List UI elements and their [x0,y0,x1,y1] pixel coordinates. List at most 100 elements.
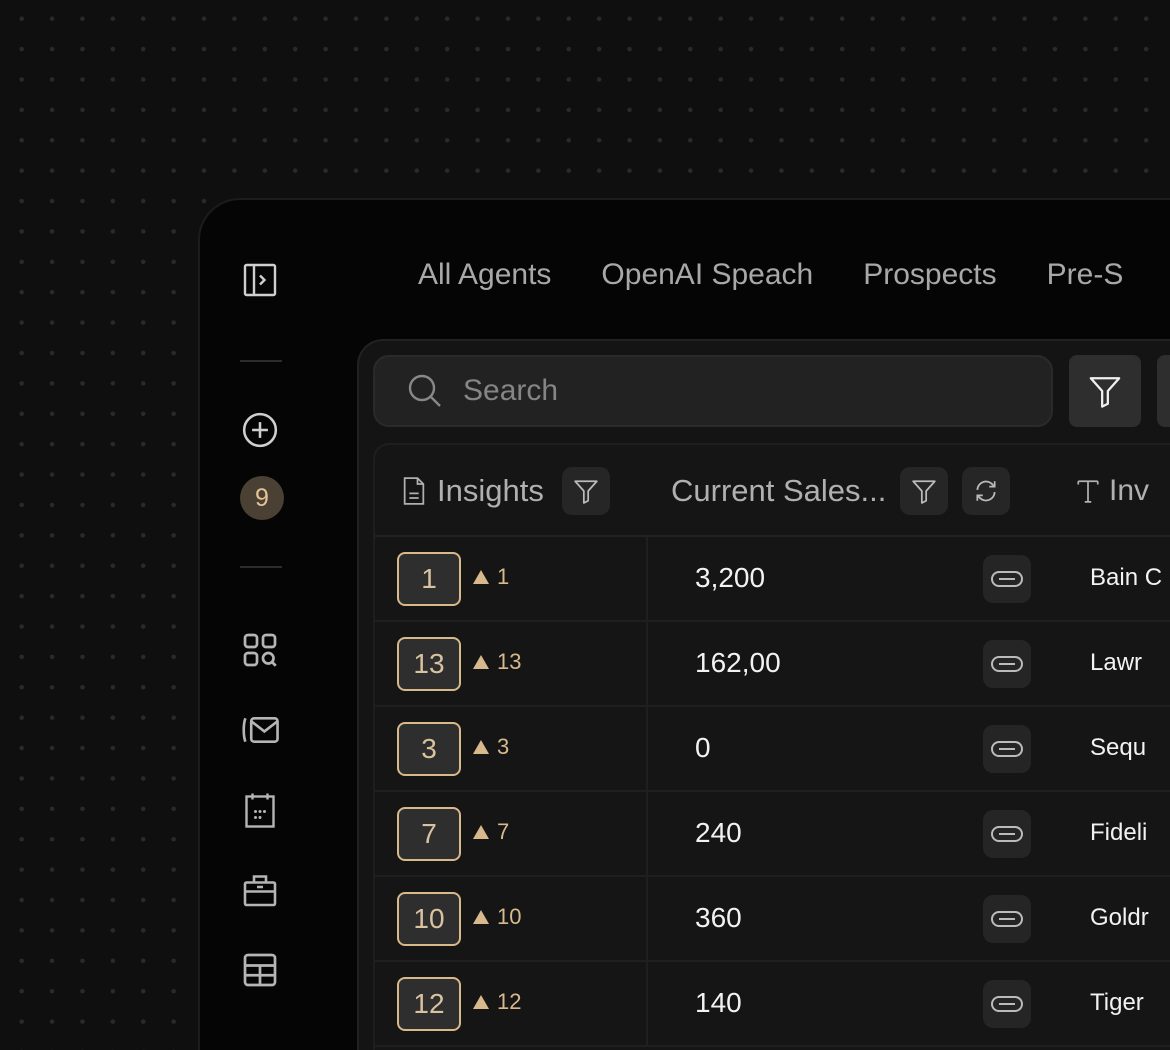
investor-name: Bain C [1090,564,1163,591]
rank-change-value: 7 [497,819,510,844]
tab-openai-speach[interactable]: OpenAI Speach [601,258,814,291]
rank-badge: 12 [397,977,461,1031]
insights-filter-button[interactable] [561,467,610,515]
briefcase-icon[interactable] [240,870,280,910]
investor-name: Fideli [1090,819,1148,846]
sales-value: 360 [695,902,742,933]
sales-filter-button[interactable] [900,467,949,515]
link-button[interactable] [983,640,1031,688]
search-icon [408,374,441,407]
column-divider [646,962,648,1045]
tab-all-agents[interactable]: All Agents [418,258,552,291]
sales-value: 0 [695,732,711,763]
link-icon [991,741,1023,757]
link-icon [991,996,1023,1012]
search-input[interactable] [463,374,963,408]
rank-change-value: 3 [497,734,510,759]
investor-name: Sequ [1090,734,1147,761]
rank-change-value: 13 [497,649,522,674]
mail-icon[interactable] [240,710,280,750]
sales-value: 240 [695,817,742,848]
apps-search-icon[interactable] [240,630,280,670]
filter-button[interactable] [1069,355,1141,427]
toolbar-button[interactable] [1157,355,1170,427]
table-row[interactable]: 12 12 140 Tiger [375,962,1170,1047]
rank-badge: 13 [397,637,461,691]
sales-value: 3,200 [695,562,766,593]
link-button[interactable] [983,555,1031,603]
table-row[interactable]: 1 1 3,200 Bain C [375,537,1170,622]
up-triangle-icon [473,740,489,754]
up-triangle-icon [473,570,489,584]
link-icon [991,656,1023,672]
investor-name: Tiger [1090,989,1144,1016]
table-row[interactable]: 13 13 162,00 Lawr [375,622,1170,707]
tab-prospects[interactable]: Prospects [863,258,997,291]
search-bar [373,355,1053,427]
rank-change-value: 1 [497,564,510,589]
tab-pre-s[interactable]: Pre-S [1046,258,1124,291]
column-divider [646,622,648,705]
sidebar-divider [240,360,282,362]
insights-header-label: Insights [437,473,544,508]
sales-value: 162,00 [695,647,781,678]
link-icon [991,826,1023,842]
rank-change-value: 10 [497,904,522,929]
link-button[interactable] [983,725,1031,773]
filter-icon [912,480,937,504]
table-icon[interactable] [240,950,280,990]
rank-change: 7 [473,819,509,845]
investor-name: Goldr [1090,904,1149,931]
sales-header-label: Current Sales... [671,473,887,508]
sidebar-toggle-icon[interactable] [240,260,280,300]
rank-badge: 7 [397,807,461,861]
calendar-icon[interactable] [240,790,280,830]
link-icon [991,571,1023,587]
sales-refresh-button[interactable] [962,467,1011,515]
agent-tabs: All Agents OpenAI Speach Prospects Pre-S [418,258,1123,292]
link-icon [991,911,1023,927]
column-header-insights: Insights [401,445,610,537]
link-button[interactable] [983,895,1031,943]
sidebar-divider [240,566,282,568]
rank-badge: 10 [397,892,461,946]
rank-change-value: 12 [497,989,522,1014]
rank-change: 10 [473,904,521,930]
table-header: Insights Current Sales... In [375,445,1170,537]
filter-icon [1089,377,1121,408]
refresh-icon [976,480,996,502]
investor-header-label: Inv [1109,474,1150,507]
data-table: Insights Current Sales... In [373,443,1170,1050]
table-row[interactable]: 3 3 0 Sequ [375,707,1170,792]
rank-badge: 1 [397,552,461,606]
table-panel: Insights Current Sales... In [357,339,1170,1050]
document-icon [403,477,425,505]
table-row[interactable]: 10 10 360 Goldr [375,877,1170,962]
add-circle-icon[interactable] [240,410,280,450]
up-triangle-icon [473,910,489,924]
column-divider [646,537,648,620]
rank-change: 12 [473,989,521,1015]
filter-icon [574,480,598,504]
table-row[interactable]: 7 7 240 Fideli [375,792,1170,877]
link-button[interactable] [983,980,1031,1028]
column-header-investor: Inv [1075,445,1149,537]
sales-value: 140 [695,987,742,1018]
rank-badge: 3 [397,722,461,776]
investor-name: Lawr [1090,649,1143,676]
rank-change: 3 [473,734,509,760]
rank-change: 13 [473,649,521,675]
up-triangle-icon [473,825,489,839]
rank-change: 1 [473,564,509,590]
sidebar: 9 [200,200,358,1050]
text-type-icon [1077,480,1099,503]
link-button[interactable] [983,810,1031,858]
column-divider [646,792,648,875]
up-triangle-icon [473,995,489,1009]
notification-badge[interactable]: 9 [240,476,284,520]
column-header-sales: Current Sales... [671,445,1011,537]
column-divider [646,707,648,790]
app-window: 9 All Agents OpenAI Speach Prospects Pre… [198,198,1170,1050]
column-divider [646,877,648,960]
up-triangle-icon [473,655,489,669]
